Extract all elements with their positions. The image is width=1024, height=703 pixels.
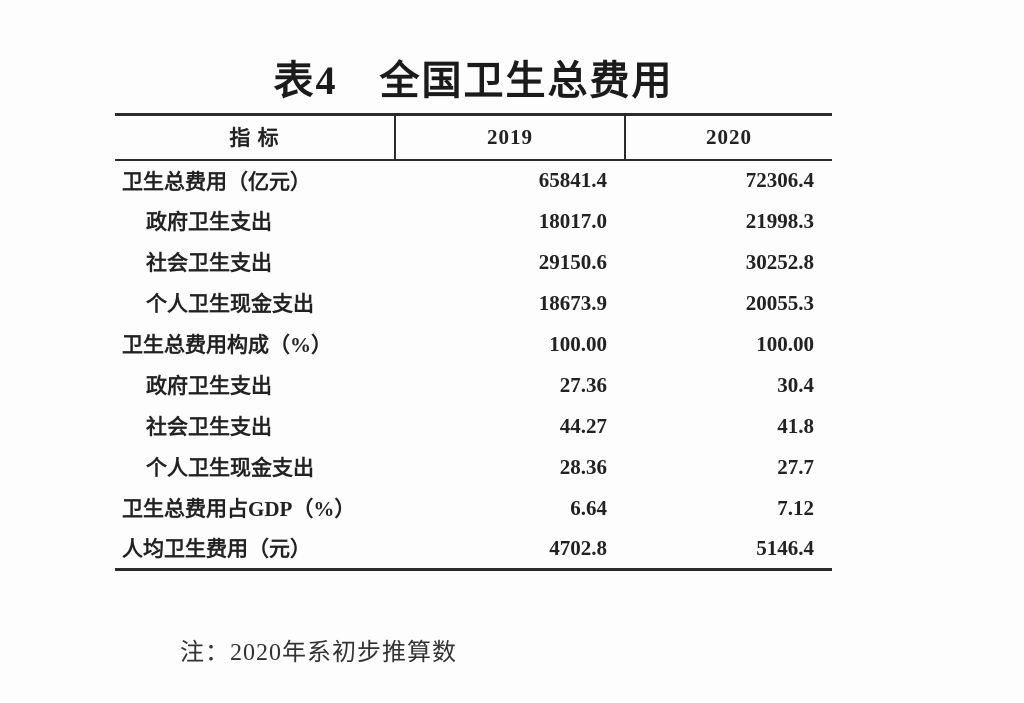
value-2020: 100.00 [756, 331, 814, 356]
value-2020: 27.7 [777, 454, 814, 479]
value-2019: 100.00 [549, 331, 607, 356]
value-2020: 30.4 [777, 372, 814, 397]
row-label: 卫生总费用（亿元） [122, 169, 311, 194]
table-row: 个人卫生现金支出 28.36 27.7 [115, 447, 832, 488]
row-label: 人均卫生费用（元） [122, 537, 311, 562]
row-label: 社会卫生支出 [146, 415, 272, 439]
header-2020: 2020 [624, 114, 832, 161]
value-2019: 4702.8 [549, 535, 607, 560]
row-label: 个人卫生现金支出 [146, 292, 314, 316]
header-2019: 2019 [394, 114, 625, 161]
value-2019: 6.64 [570, 495, 607, 520]
table-row: 个人卫生现金支出 18673.9 20055.3 [115, 283, 832, 324]
row-label: 社会卫生支出 [146, 251, 272, 275]
table-row: 人均卫生费用（元） 4702.8 5146.4 [115, 529, 832, 570]
table-row: 卫生总费用构成（%） 100.00 100.00 [115, 324, 832, 365]
value-2020: 41.8 [777, 413, 814, 438]
table-row: 社会卫生支出 29150.6 30252.8 [115, 242, 832, 283]
value-2019: 44.27 [559, 413, 607, 438]
value-2020: 5146.4 [756, 535, 814, 560]
table-row: 政府卫生支出 18017.0 21998.3 [115, 201, 832, 242]
value-2019: 27.36 [559, 372, 607, 397]
value-2020: 7.12 [777, 495, 814, 520]
table-title: 表4 全国卫生总费用 [273, 58, 674, 103]
header-row: 指 标 2019 2020 [115, 114, 832, 161]
value-2019: 18017.0 [538, 208, 607, 233]
header-indicator: 指 标 [115, 114, 395, 161]
value-2020: 21998.3 [745, 208, 814, 233]
table-row: 卫生总费用（亿元） 65841.4 72306.4 [115, 160, 832, 201]
row-label: 政府卫生支出 [146, 374, 272, 398]
table-body: 卫生总费用（亿元） 65841.4 72306.4 政府卫生支出 18017.0… [115, 160, 832, 570]
value-2019: 65841.4 [538, 168, 607, 192]
table-row: 卫生总费用占GDP（%） 6.64 7.12 [115, 488, 832, 529]
footnote: 注：2020年系初步推算数 [180, 640, 457, 666]
row-label: 个人卫生现金支出 [146, 456, 314, 480]
row-label: 卫生总费用构成（%） [122, 333, 332, 357]
row-label: 卫生总费用占GDP（%） [122, 497, 356, 521]
row-label: 政府卫生支出 [146, 210, 272, 234]
table-row: 社会卫生支出 44.27 41.8 [115, 406, 832, 447]
value-2020: 20055.3 [745, 290, 814, 315]
value-2020: 72306.4 [745, 168, 814, 192]
table-header: 指 标 2019 2020 [115, 114, 832, 161]
table-row: 政府卫生支出 27.36 30.4 [115, 365, 832, 406]
health-expenditure-table: 指 标 2019 2020 卫生总费用（亿元） 65841.4 72306.4 … [115, 113, 832, 571]
value-2019: 28.36 [559, 454, 607, 479]
value-2019: 18673.9 [538, 290, 607, 315]
value-2019: 29150.6 [538, 249, 607, 274]
value-2020: 30252.8 [745, 249, 814, 274]
